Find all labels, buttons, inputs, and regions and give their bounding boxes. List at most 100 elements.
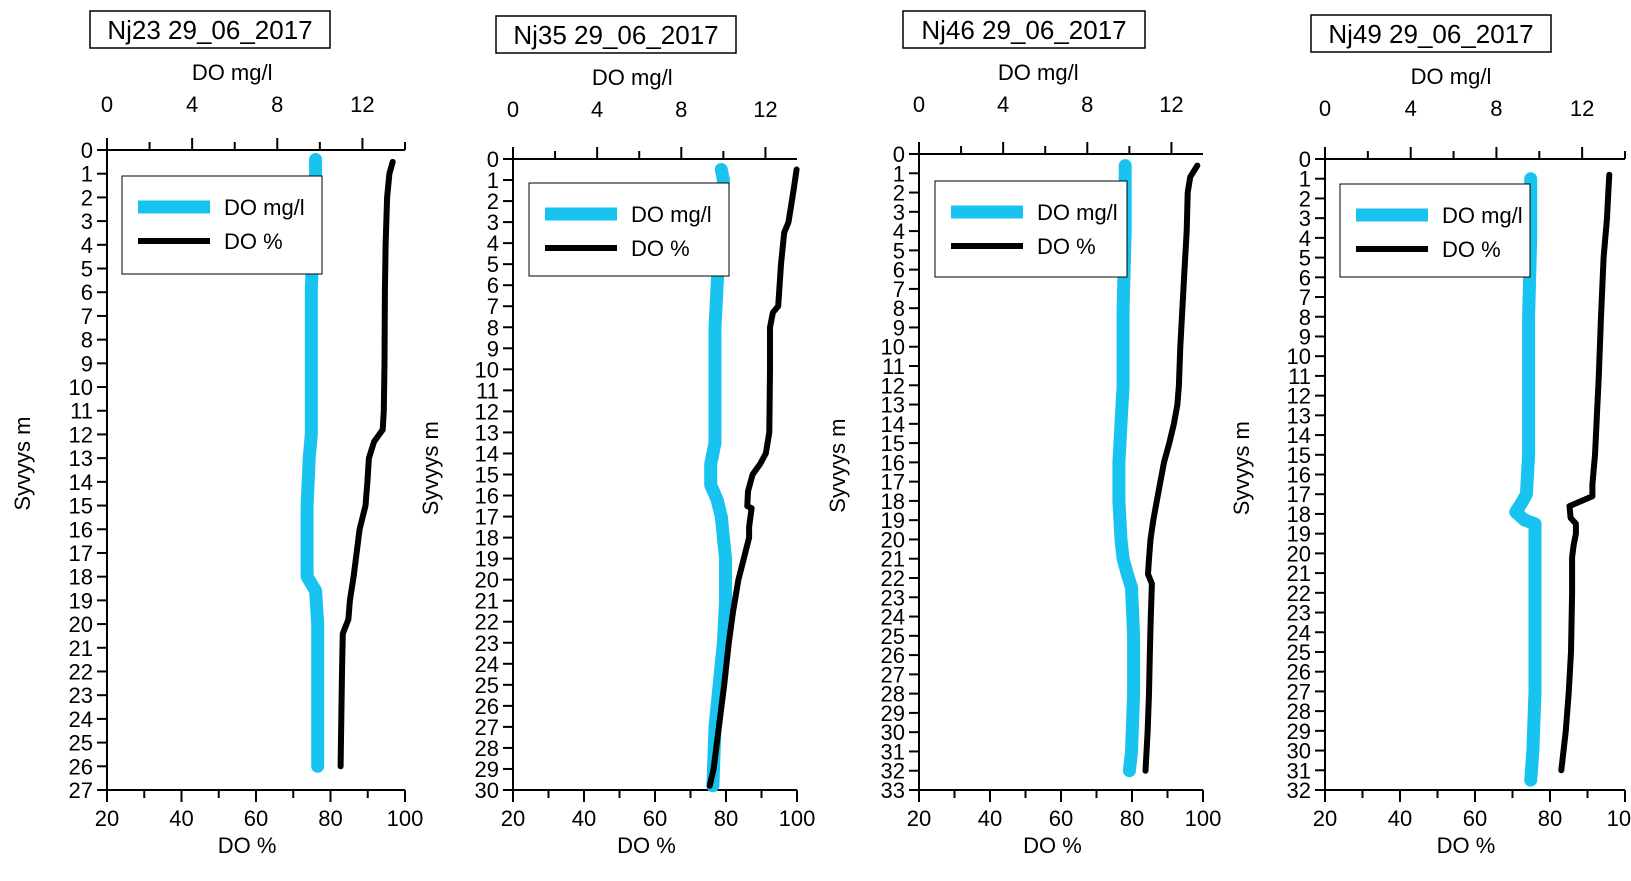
y-tick-label: 27 — [69, 778, 93, 803]
y-tick-label: 9 — [81, 351, 93, 376]
y-tick-label: 22 — [475, 610, 499, 635]
y-tick-label: 13 — [475, 420, 499, 445]
y-tick-label: 5 — [81, 257, 93, 282]
y-tick-label: 23 — [881, 585, 905, 610]
y-tick-label: 22 — [881, 566, 905, 591]
y-tick-label: 2 — [487, 189, 499, 214]
bottom-x-tick-label: 20 — [95, 806, 119, 831]
legend-label: DO mg/l — [224, 195, 305, 220]
top-x-tick-label: 4 — [1405, 96, 1417, 121]
y-tick-label: 26 — [881, 643, 905, 668]
y-tick-label: 15 — [69, 494, 93, 519]
bottom-x-axis-label: DO % — [617, 833, 676, 858]
y-tick-label: 13 — [881, 393, 905, 418]
y-tick-label: 20 — [69, 612, 93, 637]
y-tick-label: 18 — [475, 526, 499, 551]
y-tick-label: 24 — [881, 605, 905, 630]
y-tick-label: 14 — [475, 441, 499, 466]
y-tick-label: 0 — [81, 138, 93, 163]
y-tick-label: 15 — [475, 463, 499, 488]
y-tick-label: 4 — [893, 219, 905, 244]
top-x-tick-label: 4 — [997, 92, 1009, 117]
y-tick-label: 7 — [81, 304, 93, 329]
chart-title-box — [902, 10, 1146, 49]
y-tick-label: 15 — [881, 431, 905, 456]
y-tick-label: 4 — [487, 231, 499, 256]
bottom-x-tick-label: 100 — [1607, 806, 1631, 831]
series-do-percent-line — [1142, 162, 1201, 774]
y-axis-label: Syvyys m — [825, 419, 850, 513]
y-tick-label: 27 — [1287, 679, 1311, 704]
y-tick-label: 10 — [69, 375, 93, 400]
bottom-x-tick-label: 100 — [1185, 806, 1222, 831]
y-tick-label: 30 — [881, 720, 905, 745]
y-tick-label: 8 — [487, 315, 499, 340]
y-tick-label: 19 — [1287, 522, 1311, 547]
bottom-x-tick-label: 80 — [1120, 806, 1144, 831]
y-tick-label: 10 — [881, 335, 905, 360]
legend-box — [934, 180, 1128, 278]
top-x-tick-label: 8 — [271, 92, 283, 117]
y-tick-label: 17 — [475, 505, 499, 530]
top-x-tick-label: 0 — [913, 92, 925, 117]
y-tick-label: 25 — [881, 624, 905, 649]
top-x-tick-label: 12 — [753, 97, 777, 122]
top-x-axis-label: DO mg/l — [592, 65, 673, 90]
y-tick-label: 11 — [476, 378, 499, 403]
legend-label: DO mg/l — [1442, 203, 1523, 228]
bottom-x-axis-label: DO % — [1437, 833, 1496, 858]
y-tick-label: 28 — [475, 736, 499, 761]
legend-box — [121, 175, 323, 275]
top-x-tick-label: 12 — [1159, 92, 1183, 117]
y-tick-label: 21 — [475, 589, 499, 614]
legend-box — [528, 182, 730, 277]
y-tick-label: 19 — [475, 547, 499, 572]
bottom-x-tick-label: 60 — [643, 806, 667, 831]
y-tick-label: 17 — [1287, 482, 1311, 507]
y-tick-label: 8 — [893, 296, 905, 321]
top-x-tick-label: 12 — [1570, 96, 1594, 121]
series-do-percent-line — [706, 166, 800, 789]
legend-label: DO mg/l — [1037, 200, 1118, 225]
top-x-axis-label: DO mg/l — [998, 60, 1079, 85]
top-x-tick-label: 4 — [186, 92, 198, 117]
bottom-x-tick-label: 40 — [572, 806, 596, 831]
y-tick-label: 1 — [487, 168, 499, 193]
y-tick-label: 13 — [1287, 403, 1311, 428]
bottom-x-tick-label: 20 — [501, 806, 525, 831]
y-tick-label: 32 — [881, 759, 905, 784]
y-tick-label: 28 — [881, 682, 905, 707]
y-tick-label: 9 — [893, 315, 905, 340]
y-tick-label: 16 — [881, 450, 905, 475]
y-tick-label: 26 — [475, 694, 499, 719]
series-do-percent-line — [337, 158, 396, 770]
top-x-tick-label: 0 — [507, 97, 519, 122]
y-tick-label: 11 — [1288, 364, 1311, 389]
chart-title: Nj23 29_06_2017 — [107, 15, 312, 45]
y-tick-label: 18 — [881, 489, 905, 514]
y-tick-label: 6 — [81, 280, 93, 305]
y-tick-label: 23 — [69, 683, 93, 708]
y-tick-label: 8 — [81, 328, 93, 353]
y-tick-label: 21 — [1287, 561, 1311, 586]
y-tick-label: 13 — [69, 446, 93, 471]
bottom-x-tick-label: 60 — [1463, 806, 1487, 831]
y-tick-label: 31 — [1287, 758, 1311, 783]
y-tick-label: 32 — [1287, 778, 1311, 803]
y-tick-label: 19 — [69, 588, 93, 613]
y-tick-label: 19 — [881, 508, 905, 533]
y-tick-label: 12 — [69, 422, 93, 447]
y-tick-label: 6 — [487, 273, 499, 298]
y-axis-label: Syvyys m — [1229, 421, 1254, 515]
bottom-x-tick-label: 80 — [714, 806, 738, 831]
y-tick-label: 27 — [881, 662, 905, 687]
y-tick-label: 3 — [1299, 206, 1311, 231]
bottom-x-tick-label: 60 — [1049, 806, 1073, 831]
series-do-mgl-line — [704, 163, 732, 793]
y-tick-label: 1 — [893, 161, 905, 186]
bottom-x-axis-label: DO % — [1023, 833, 1082, 858]
legend-label: DO % — [224, 229, 283, 254]
